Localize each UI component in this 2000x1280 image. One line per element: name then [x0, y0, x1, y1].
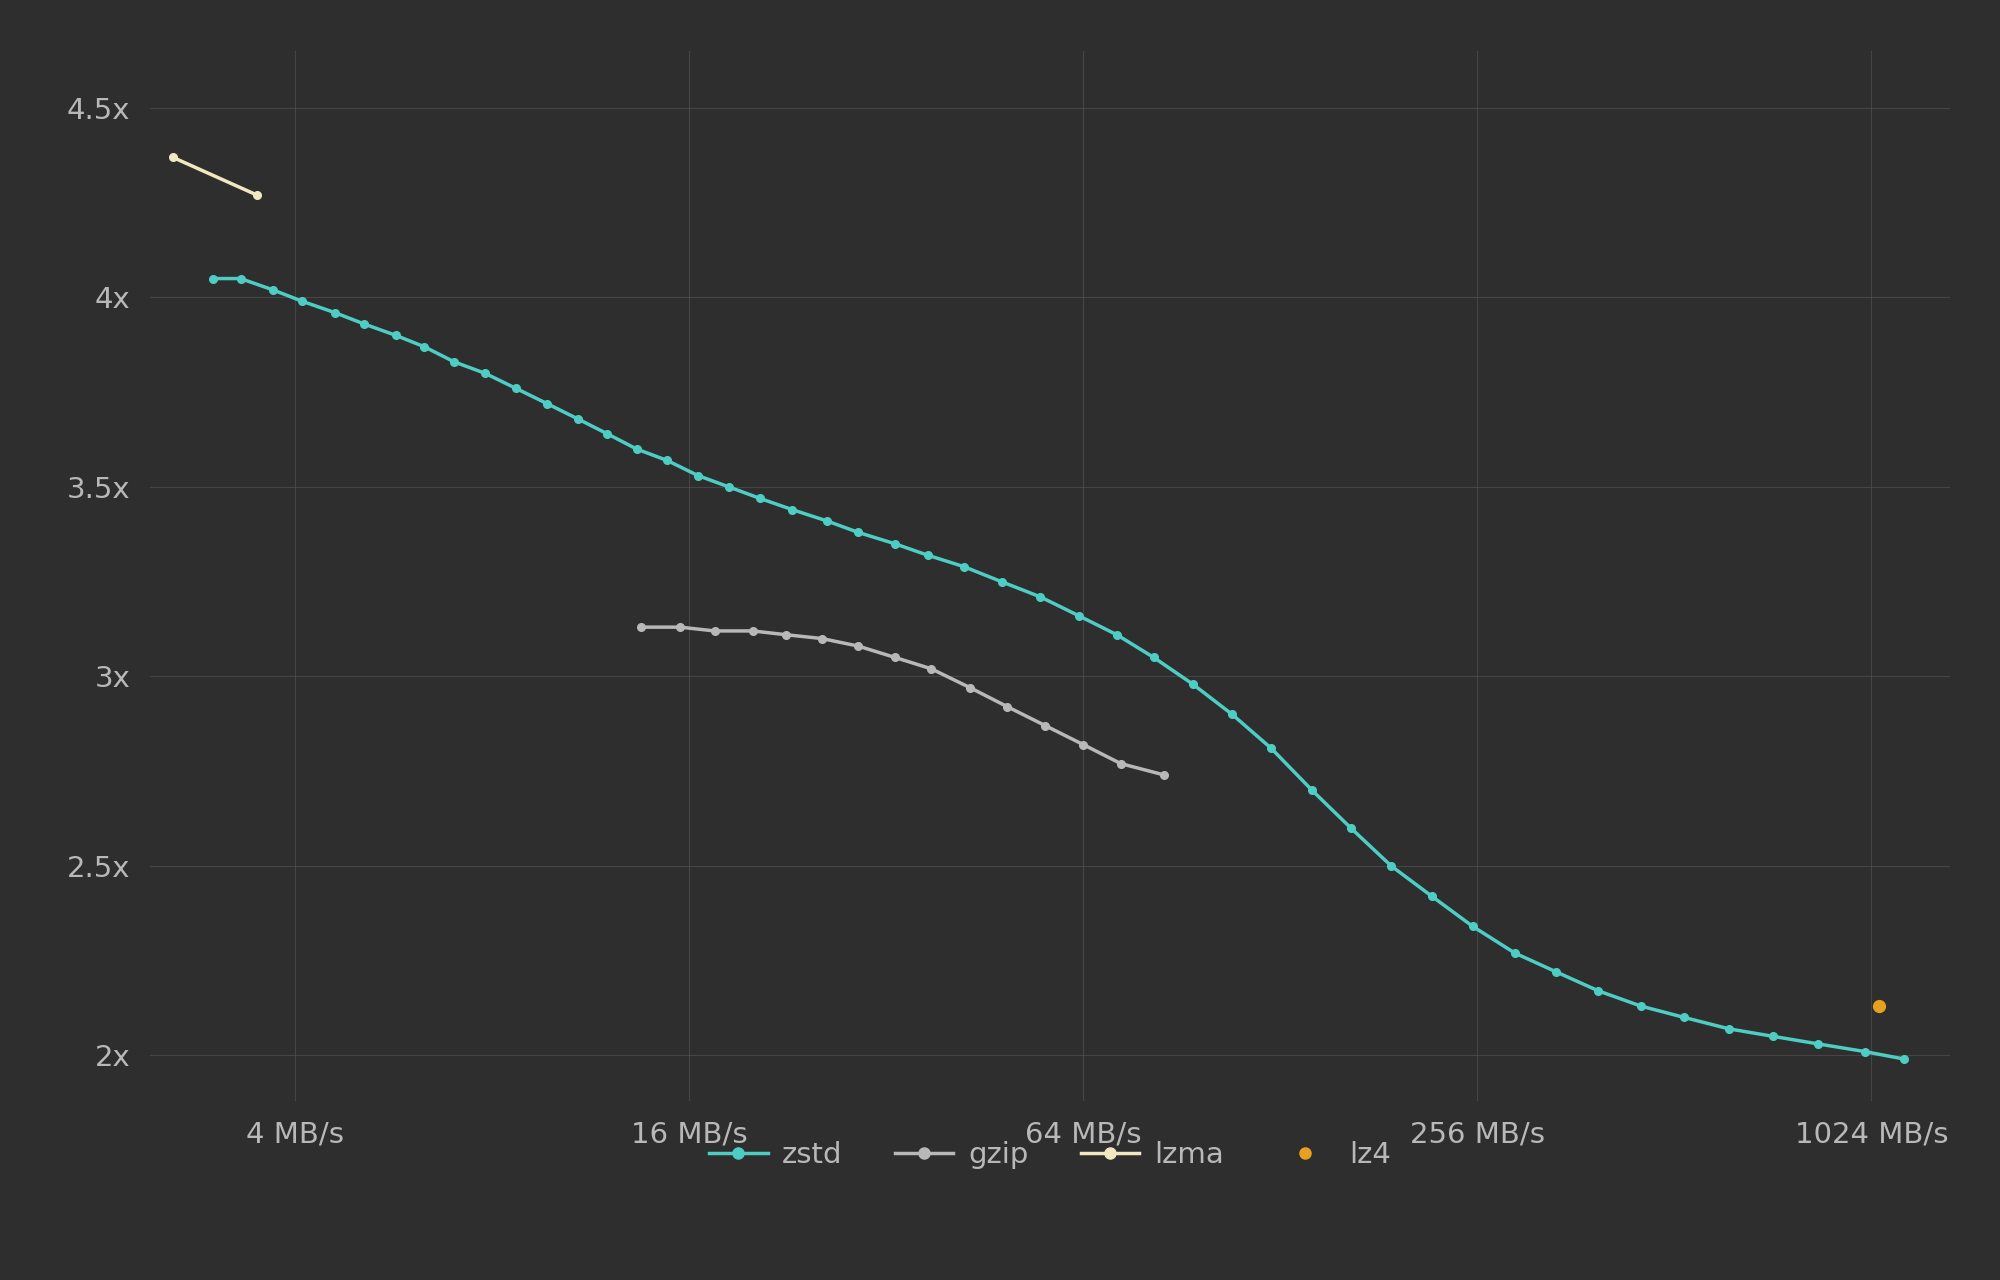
Legend: zstd, gzip, lzma, lz4: zstd, gzip, lzma, lz4 — [698, 1129, 1402, 1180]
